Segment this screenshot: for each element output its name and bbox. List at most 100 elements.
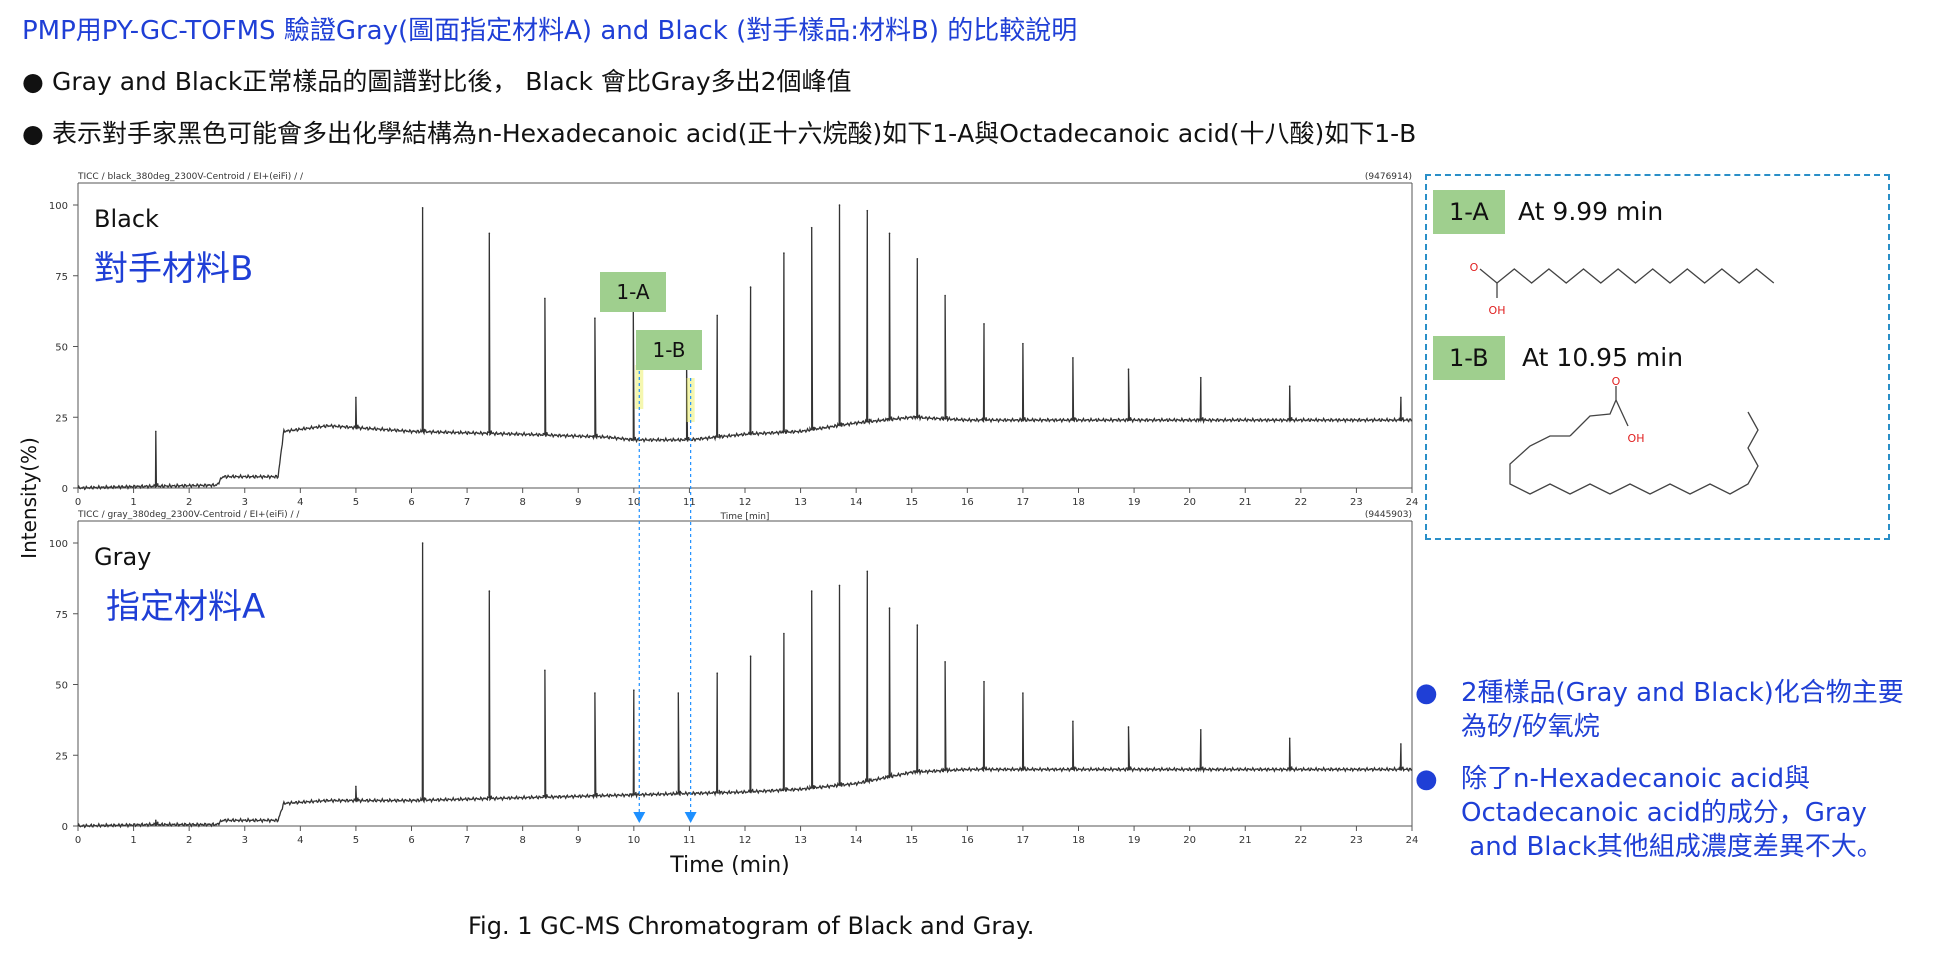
x-tick-label: 5: [353, 497, 359, 508]
y-tick-label: 50: [55, 343, 68, 354]
atom-label-o: O: [1470, 261, 1479, 274]
x-tick-label: 2: [186, 835, 192, 846]
x-tick-label: 8: [519, 835, 525, 846]
peak-point: [1199, 376, 1202, 379]
peak-tag-label: 1-B: [653, 338, 686, 362]
peak-point: [633, 689, 635, 691]
peak-point: [749, 286, 752, 288]
x-tick-label: 24: [1406, 497, 1419, 508]
note-item: ● 除了n-Hexadecanoic acid與 Octadecanoic ac…: [1415, 762, 1935, 864]
peak-point: [421, 207, 424, 209]
bullet-dot: ●: [22, 119, 44, 148]
note-dot: ●: [1415, 764, 1438, 794]
peak-point: [783, 632, 785, 635]
note-line: 2種樣品(Gray and Black)化合物主要: [1461, 678, 1904, 708]
material-label: 對手材料B: [94, 249, 253, 289]
x-tick-label: 11: [683, 497, 696, 508]
peak-point: [1199, 728, 1202, 731]
x-tick-label: 5: [353, 835, 359, 846]
x-tick-label: 18: [1072, 835, 1085, 846]
x-tick-label: 12: [739, 497, 752, 508]
x-tick-label: 16: [961, 497, 974, 508]
chromatogram-trace: [77, 204, 1413, 491]
x-tick-label: 19: [1128, 835, 1141, 846]
peak-tag-label: 1-A: [616, 280, 650, 304]
structure-1b-bond: [1615, 399, 1629, 427]
peak-point: [1127, 368, 1130, 370]
x-tick-label: 20: [1183, 497, 1196, 508]
y-tick-label: 50: [55, 681, 68, 692]
peak-point: [916, 624, 919, 626]
panel-header-right: (9445903): [1365, 510, 1412, 520]
x-tick-label: 3: [242, 497, 248, 508]
x-axis-label: Time (min): [669, 853, 790, 878]
x-tick-label: 24: [1406, 835, 1419, 846]
x-tick-label: 2: [186, 497, 192, 508]
peak-point: [749, 655, 752, 657]
x-tick-label: 17: [1017, 497, 1030, 508]
peak-point: [716, 314, 719, 317]
structure-1b-chain: [1509, 411, 1759, 495]
x-tick-label: 6: [408, 835, 414, 846]
peak-point: [983, 323, 985, 325]
note-line: 為矽/矽氧烷: [1461, 712, 1600, 742]
peak-point: [916, 257, 919, 260]
figure-caption: Fig. 1 GC-MS Chromatogram of Black and G…: [468, 912, 1035, 940]
peak-point: [421, 542, 424, 544]
structure-1a-chain: [1496, 268, 1775, 284]
x-tick-label: 0: [75, 835, 81, 846]
y-axis-label: Intensity(%): [17, 437, 41, 559]
peak-point: [866, 209, 869, 212]
notes-list: ● 2種樣品(Gray and Black)化合物主要 為矽/矽氧烷 ● 除了n…: [1415, 676, 1935, 882]
peak-point: [838, 584, 841, 587]
peak-point: [810, 590, 813, 592]
y-tick-label: 75: [55, 272, 68, 283]
note-line: 除了n-Hexadecanoic acid與: [1461, 764, 1811, 794]
page-title: PMP用PY-GC-TOFMS 驗證Gray(圖面指定材料A) and Blac…: [22, 16, 1078, 46]
x-tick-label: 21: [1239, 497, 1252, 508]
x-tick-label: 13: [794, 497, 807, 508]
peak-tag-box: [636, 330, 702, 370]
peak-point: [155, 430, 157, 433]
material-label: 指定材料A: [106, 587, 265, 627]
x-tick-label: 15: [905, 835, 918, 846]
x-tick-label: 6: [408, 497, 414, 508]
structure-time-1a: At 9.99 min: [1518, 197, 1664, 226]
peak-point: [983, 680, 985, 683]
structure-tag-1a: 1-A: [1433, 190, 1505, 234]
peak-point: [355, 785, 357, 788]
structure-1b-chain: [1569, 386, 1617, 437]
x-tick-label: 18: [1072, 497, 1085, 508]
bullet-item: ● Gray and Black正常樣品的圖譜對比後， Black 會比Gray多…: [22, 62, 852, 98]
x-tick-label: 16: [961, 835, 974, 846]
marker-arrow: [684, 812, 697, 823]
x-tick-label: 14: [850, 497, 863, 508]
structure-tag-1b: 1-B: [1433, 336, 1505, 380]
y-tick-label: 25: [55, 751, 68, 762]
peak-point: [1022, 692, 1024, 694]
peak-point: [355, 396, 357, 399]
peak-point: [488, 590, 491, 592]
x-tick-label: 9: [575, 835, 581, 846]
x-tick-label: 8: [519, 497, 525, 508]
x-tick-label: 12: [739, 835, 752, 846]
y-tick-label: 25: [55, 413, 68, 424]
atom-label-o: O: [1612, 375, 1621, 388]
x-tick-label: 15: [905, 497, 918, 508]
x-tick-label: 21: [1239, 835, 1252, 846]
x-tick-label: 1: [130, 497, 136, 508]
y-tick-label: 0: [62, 484, 68, 495]
x-tick-label: 0: [75, 497, 81, 508]
atom-label-oh: OH: [1628, 432, 1645, 445]
bullet-text: 表示對手家黑色可能會多出化學結構為n-Hexadecanoic acid(正十六…: [52, 119, 1417, 148]
peak-point: [716, 672, 719, 674]
x-tick-label: 7: [464, 835, 470, 846]
peak-point: [944, 294, 946, 297]
x-tick-label: 7: [464, 497, 470, 508]
peak-point: [155, 819, 157, 822]
peak-point: [944, 661, 946, 663]
x-tick-label: 3: [242, 835, 248, 846]
x-tick-label: 14: [850, 835, 863, 846]
peak-point: [1072, 357, 1074, 359]
marker-highlight: [686, 378, 695, 422]
